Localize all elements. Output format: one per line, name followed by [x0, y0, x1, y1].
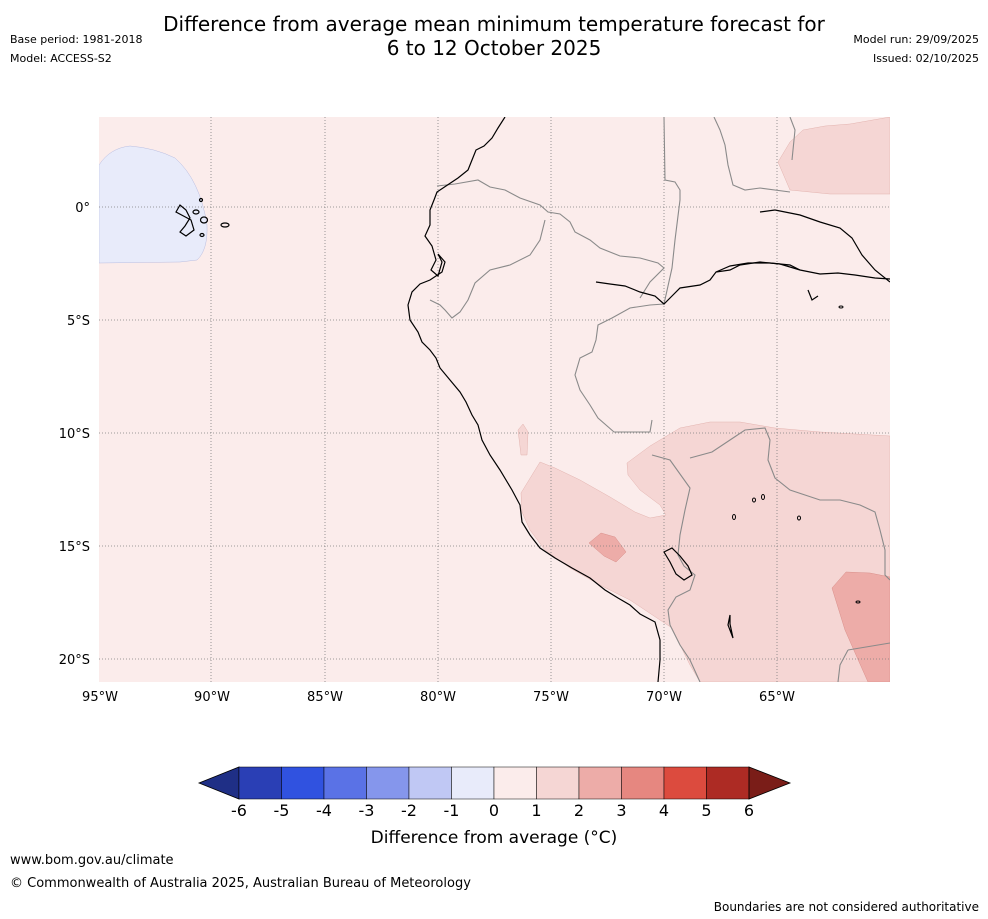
- colorbar-tick-label: 1: [531, 801, 541, 820]
- lon-label: 65°W: [759, 690, 795, 705]
- colorbar-segment: [451, 766, 495, 800]
- coastlines: [407, 117, 890, 682]
- model-name-text: Model: ACCESS-S2: [10, 52, 112, 65]
- colorbar-tick-label: -4: [316, 801, 332, 820]
- colorbar-tick-label: -1: [444, 801, 460, 820]
- footer-url: www.bom.gov.au/climate: [10, 853, 174, 868]
- southern-warm-anomaly-region: [520, 421, 890, 682]
- colorbar-tick-label: -5: [274, 801, 290, 820]
- colorbar-segment: [238, 766, 282, 800]
- lon-label: 95°W: [82, 690, 118, 705]
- issued-date-text: Issued: 02/10/2025: [872, 52, 979, 65]
- colorbar-tick-label: -6: [231, 801, 247, 820]
- lat-label: 20°S: [59, 653, 90, 668]
- chart-title: Difference from average mean minimum tem…: [0, 12, 988, 60]
- colorbar-segment: [621, 766, 665, 800]
- colorbar-tick-label: 5: [701, 801, 711, 820]
- colorbar-segment: [281, 766, 325, 800]
- small-lakes: [732, 305, 861, 604]
- northeast-warm-anomaly-region: [777, 117, 890, 195]
- colorbar-tick-label: 3: [616, 801, 626, 820]
- title-line-2: 6 to 12 October 2025: [386, 36, 602, 60]
- colorbar: -6 -5 -4 -3 -2 -1 0 1 2 3 4 5 6: [197, 766, 792, 820]
- colorbar-arrow-high: [748, 766, 792, 800]
- colorbar-tick-label: -3: [359, 801, 375, 820]
- lat-label: 0°: [75, 201, 90, 216]
- colorbar-tick-label: -2: [401, 801, 417, 820]
- lon-label: 90°W: [194, 690, 230, 705]
- colorbar-segment: [366, 766, 410, 800]
- colorbar-segment: [493, 766, 537, 800]
- colorbar-tick-label: 2: [574, 801, 584, 820]
- model-run-text: Model run: 29/09/2025: [853, 33, 979, 46]
- colorbar-tick-label: 4: [659, 801, 669, 820]
- colorbar-arrow-low: [197, 766, 240, 800]
- colorbar-segment: [663, 766, 707, 800]
- lon-label: 75°W: [533, 690, 569, 705]
- footer-disclaimer: Boundaries are not considered authoritat…: [713, 900, 979, 914]
- map-gridlines: [99, 117, 890, 682]
- country-borders: [429, 117, 890, 682]
- colorbar-segment: [536, 766, 580, 800]
- lat-label: 10°S: [59, 427, 90, 442]
- base-period-text: Base period: 1981-2018: [10, 33, 143, 46]
- colorbar-segment: [323, 766, 367, 800]
- footer-copyright: © Commonwealth of Australia 2025, Austra…: [10, 876, 471, 891]
- peru-hotspot-region: [588, 532, 627, 563]
- galapagos-cool-anomaly-region: [99, 145, 208, 264]
- colorbar-tick-label: 6: [744, 801, 754, 820]
- lat-label: 15°S: [59, 540, 90, 555]
- bolivia-hotspot-region: [831, 571, 890, 682]
- longitude-labels: 95°W 90°W 85°W 80°W 75°W 70°W 65°W: [82, 690, 795, 705]
- lon-label: 80°W: [420, 690, 456, 705]
- colorbar-segment: [408, 766, 452, 800]
- lat-label: 5°S: [67, 314, 90, 329]
- title-line-1: Difference from average mean minimum tem…: [163, 12, 825, 36]
- lon-label: 70°W: [646, 690, 682, 705]
- latitude-labels: 0° 5°S 10°S 15°S 20°S: [59, 201, 90, 668]
- offshore-warm-patch: [517, 423, 529, 456]
- colorbar-label: Difference from average (°C): [370, 828, 618, 848]
- colorbar-tick-label: 0: [489, 801, 499, 820]
- colorbar-segment: [706, 766, 750, 800]
- colorbar-segment: [578, 766, 622, 800]
- lon-label: 85°W: [307, 690, 343, 705]
- galapagos-islands: [175, 197, 230, 238]
